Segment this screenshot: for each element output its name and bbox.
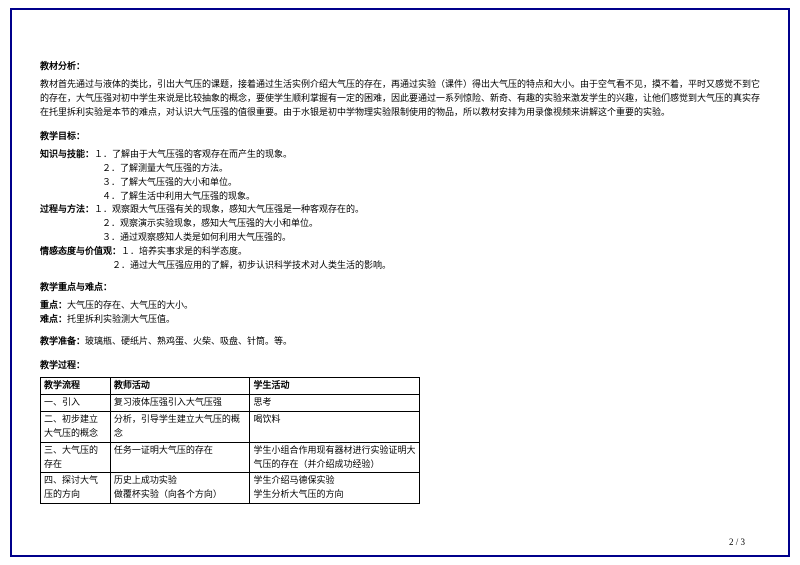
knowledge-block: 知识与技能： １．了解由于大气压强的客观存在而产生的现象。 ２．了解测量大气压强… [40,148,760,204]
table-row: 二、初步建立大气压的概念 分析，引导学生建立大气压的概念 喝饮料 [41,411,420,442]
table-cell: 一、引入 [41,394,111,411]
document-content: 教材分析： 教材首先通过与液体的类比，引出大气压的课题，接着通过生活实例介绍大气… [40,60,760,504]
table-cell: 任务一证明大气压的存在 [110,442,250,473]
table-header: 教师活动 [110,377,250,394]
procedure-section: 教学过程： 教学流程 教师活动 学生活动 一、引入 复习液体压强引入大气压强 思… [40,359,760,504]
process-label: 过程与方法： [40,203,94,217]
knowledge-item: ２．了解测量大气压强的方法。 [40,162,760,176]
emotion-label: 情感态度与价值观： [40,245,121,259]
keypoints-section: 教学重点与难点： 重点：大气压的存在、大气压的大小。 难点：托里拆利实验测大气压… [40,281,760,327]
analysis-body: 教材首先通过与液体的类比，引出大气压的课题，接着通过生活实例介绍大气压的存在，再… [40,78,760,120]
knowledge-item: １．了解由于大气压强的客观存在而产生的现象。 [94,148,292,162]
diff-row: 难点：托里拆利实验测大气压值。 [40,313,760,327]
table-cell: 分析，引导学生建立大气压的概念 [110,411,250,442]
table-header: 学生活动 [250,377,420,394]
table-cell: 学生介绍马德保实验学生分析大气压的方向 [250,473,420,504]
key-row: 重点：大气压的存在、大气压的大小。 [40,299,760,313]
objectives-section: 教学目标： 知识与技能： １．了解由于大气压强的客观存在而产生的现象。 ２．了解… [40,130,760,273]
process-item: ２．观察演示实验现象，感知大气压强的大小和单位。 [40,217,760,231]
diff-label: 难点： [40,314,67,324]
analysis-section: 教材分析： 教材首先通过与液体的类比，引出大气压的课题，接着通过生活实例介绍大气… [40,60,760,120]
table-cell: 历史上成功实验做覆杯实验（向各个方向） [110,473,250,504]
emotion-block: 情感态度与价值观： １．培养实事求是的科学态度。 ２．通过大气压强应用的了解，初… [40,245,760,273]
process-item: １．观察跟大气压强有关的现象，感知大气压强是一种客观存在的。 [94,203,364,217]
procedure-title: 教学过程： [40,359,760,373]
prep-label: 教学准备： [40,336,85,346]
table-cell: 学生小组合作用现有器材进行实验证明大气压的存在（并介绍成功经验） [250,442,420,473]
procedure-table: 教学流程 教师活动 学生活动 一、引入 复习液体压强引入大气压强 思考 二、初步… [40,377,420,505]
table-row: 四、探讨大气压的方向 历史上成功实验做覆杯实验（向各个方向） 学生介绍马德保实验… [41,473,420,504]
keypoints-title: 教学重点与难点： [40,281,760,295]
knowledge-item: ３．了解大气压强的大小和单位。 [40,176,760,190]
process-item: ３．通过观察感知人类是如何利用大气压强的。 [40,231,760,245]
emotion-item: ２．通过大气压强应用的了解，初步认识科学技术对人类生活的影响。 [40,259,760,273]
table-header-row: 教学流程 教师活动 学生活动 [41,377,420,394]
table-cell: 思考 [250,394,420,411]
table-cell: 三、大气压的存在 [41,442,111,473]
analysis-title: 教材分析： [40,60,760,74]
process-block: 过程与方法： １．观察跟大气压强有关的现象，感知大气压强是一种客观存在的。 ２．… [40,203,760,245]
table-cell: 四、探讨大气压的方向 [41,473,111,504]
prep-text: 玻璃瓶、硬纸片、熟鸡蛋、火柴、吸盘、针筒。等。 [85,336,292,346]
table-header: 教学流程 [41,377,111,394]
knowledge-item: ４．了解生活中利用大气压强的现象。 [40,190,760,204]
key-label: 重点： [40,300,67,310]
diff-text: 托里拆利实验测大气压值。 [67,314,175,324]
knowledge-label: 知识与技能： [40,148,94,162]
table-cell: 喝饮料 [250,411,420,442]
emotion-item: １．培养实事求是的科学态度。 [121,245,247,259]
objectives-title: 教学目标： [40,130,760,144]
table-row: 三、大气压的存在 任务一证明大气压的存在 学生小组合作用现有器材进行实验证明大气… [41,442,420,473]
table-cell: 二、初步建立大气压的概念 [41,411,111,442]
table-cell: 复习液体压强引入大气压强 [110,394,250,411]
key-text: 大气压的存在、大气压的大小。 [67,300,193,310]
prep-section: 教学准备：玻璃瓶、硬纸片、熟鸡蛋、火柴、吸盘、针筒。等。 [40,335,760,349]
table-row: 一、引入 复习液体压强引入大气压强 思考 [41,394,420,411]
page-number: 2 / 3 [729,537,745,547]
